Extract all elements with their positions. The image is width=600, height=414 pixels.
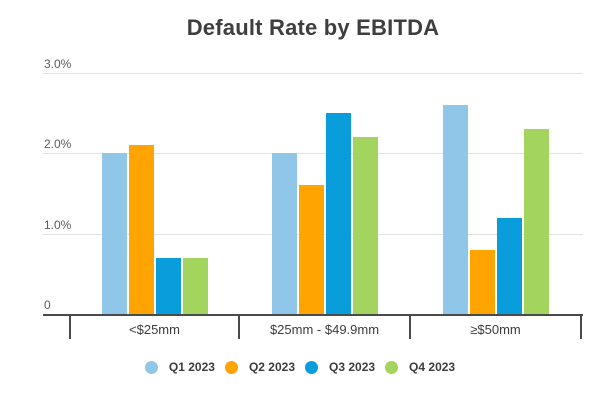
gridline	[43, 153, 583, 155]
gridline	[43, 73, 583, 74]
bar-group-25mm-49-9mm	[271, 113, 378, 314]
x-axis-tick	[409, 315, 411, 339]
bar-q1-2023-25mm[interactable]	[101, 153, 127, 314]
x-axis-line	[43, 314, 583, 316]
legend-item-q2-2023[interactable]: Q2 2023	[224, 360, 295, 374]
bar-q1-2023-25mm-49-9mm[interactable]	[271, 153, 297, 314]
legend-item-q4-2023[interactable]: Q4 2023	[385, 360, 455, 374]
x-axis-category-label: $25mm - $49.9mm	[269, 322, 380, 337]
bar-group-25mm	[101, 145, 208, 314]
y-axis-tick-label: 0	[44, 298, 51, 312]
legend-label: Q1 2023	[168, 360, 215, 374]
legend-label: Q4 2023	[409, 360, 456, 374]
legend-item-q3-2023[interactable]: Q3 2023	[305, 360, 375, 374]
bar-group-50mm	[442, 105, 549, 314]
x-axis-category-label: <$25mm	[129, 322, 180, 337]
legend-label: Q2 2023	[248, 360, 295, 374]
x-axis-tick	[238, 315, 240, 339]
y-axis-tick-label: 3.0%	[44, 57, 72, 71]
y-axis-tick-label: 1.0%	[44, 217, 72, 232]
bar-q2-2023-25mm[interactable]	[128, 145, 154, 314]
y-axis-tick-label: 2.0%	[44, 137, 72, 152]
legend-marker-icon	[144, 360, 158, 374]
legend-item-q1-2023[interactable]: Q1 2023	[144, 360, 215, 374]
chart-title: Default Rate by EBITDA	[186, 15, 440, 40]
x-axis-category-label: ≥$50mm	[470, 322, 521, 337]
x-axis-tick	[580, 315, 582, 339]
bar-q2-2023-25mm-49-9mm[interactable]	[298, 185, 324, 314]
bar-q3-2023-25mm-49-9mm[interactable]	[325, 113, 351, 314]
bar-q1-2023-50mm[interactable]	[442, 105, 468, 314]
x-axis-tick	[69, 315, 71, 339]
bar-q3-2023-25mm[interactable]	[155, 258, 181, 314]
legend-marker-icon	[305, 360, 318, 374]
bar-q4-2023-25mm[interactable]	[182, 258, 208, 314]
legend-marker-icon	[385, 360, 399, 374]
legend-label: Q3 2023	[329, 360, 376, 374]
legend: Q1 2023 Q2 2023 Q3 2023 Q4 2023	[0, 360, 600, 374]
bar-q2-2023-50mm[interactable]	[469, 250, 495, 314]
legend-marker-icon	[224, 360, 238, 374]
bar-q4-2023-50mm[interactable]	[523, 129, 549, 314]
bar-q4-2023-25mm-49-9mm[interactable]	[352, 137, 378, 314]
bar-q3-2023-50mm[interactable]	[496, 218, 522, 314]
